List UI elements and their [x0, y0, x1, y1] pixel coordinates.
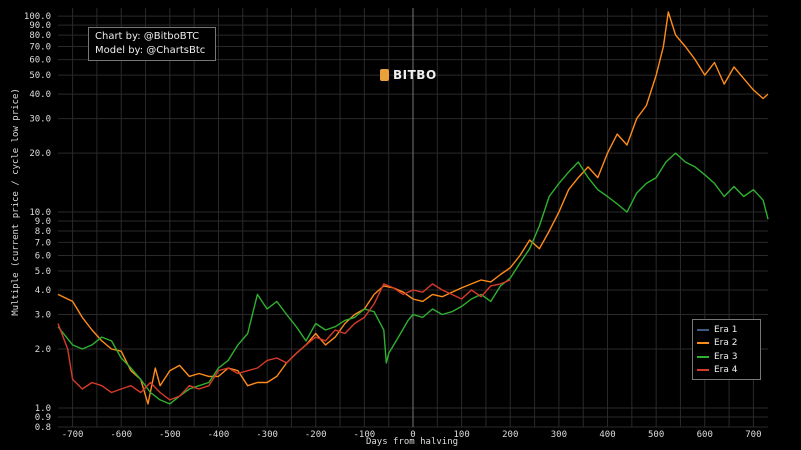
legend: Era 1 Era 2 Era 3 Era 4: [692, 319, 761, 380]
legend-label: Era 4: [714, 365, 738, 376]
series-line-era-4: [57, 279, 511, 401]
credit-line-chart: Chart by: @BitboBTC: [95, 31, 200, 42]
series-line-era-2: [57, 11, 769, 405]
legend-item[interactable]: Era 3: [697, 350, 756, 364]
series-line-era-3: [57, 152, 769, 405]
y-tick-label: 4.0: [35, 286, 51, 296]
legend-item[interactable]: Era 2: [697, 337, 756, 351]
legend-swatch: [697, 355, 709, 358]
y-tick-label: 6.0: [35, 252, 51, 262]
y-tick-label: 7.0: [35, 238, 51, 248]
y-tick-label: 30.0: [29, 115, 51, 125]
bitbo-logo-icon: [380, 69, 389, 81]
grid-lines: [58, 8, 768, 428]
y-tick-label: 80.0: [29, 31, 51, 41]
y-tick-label: 70.0: [29, 42, 51, 52]
y-tick-label: 3.0: [35, 311, 51, 321]
y-tick-label: 9.0: [35, 217, 51, 227]
x-tick-label: 200: [502, 430, 518, 440]
x-tick-label: -700: [62, 430, 84, 440]
x-tick-label: -300: [256, 430, 278, 440]
y-axis-label: Multiple (current price / cycle low pric…: [11, 88, 21, 316]
y-tick-label: 60.0: [29, 56, 51, 66]
y-tick-label: 90.0: [29, 21, 51, 31]
x-tick-label: -100: [354, 430, 376, 440]
x-tick-label: 0: [410, 430, 415, 440]
legend-label: Era 1: [714, 324, 738, 335]
y-tick-label: 0.9: [35, 413, 51, 423]
series-lines: [57, 11, 769, 405]
x-tick-label: 100: [453, 430, 469, 440]
bitbo-logo: BITBO: [380, 68, 437, 82]
axes: -700 -600 -500 -400 -300 -200 -100 0 100 200 300 40…: [24, 8, 762, 440]
y-tick-label: 5.0: [35, 267, 51, 277]
y-tick-label: 20.0: [29, 149, 51, 159]
x-tick-label: -500: [159, 430, 181, 440]
legend-item[interactable]: Era 4: [697, 364, 756, 378]
credit-box: Chart by: @BitboBTC Model by: @ChartsBtc: [88, 27, 216, 61]
x-tick-label: 600: [697, 430, 713, 440]
x-tick-label: -600: [110, 430, 132, 440]
legend-label: Era 3: [714, 351, 738, 362]
x-axis-label: Days from halving: [365, 437, 459, 447]
credit-line-model: Model by: @ChartsBtc: [95, 45, 206, 56]
x-tick-label: 700: [745, 430, 761, 440]
x-tick-label: 500: [648, 430, 664, 440]
legend-swatch: [697, 342, 709, 345]
x-tick-label: 300: [551, 430, 567, 440]
x-tick-label: 400: [599, 430, 615, 440]
legend-item[interactable]: Era 1: [697, 323, 756, 337]
y-tick-label: 0.8: [35, 423, 51, 433]
legend-label: Era 2: [714, 338, 738, 349]
y-tick-label: 100.0: [24, 12, 51, 22]
bitbo-logo-text: BITBO: [393, 68, 437, 82]
y-tick-label: 40.0: [29, 90, 51, 100]
legend-swatch: [697, 328, 709, 331]
x-tick-label: -400: [208, 430, 230, 440]
legend-swatch: [697, 369, 709, 372]
y-tick-label: 1.0: [35, 404, 51, 414]
y-tick-label: 8.0: [35, 227, 51, 237]
x-tick-label: -200: [305, 430, 327, 440]
y-tick-label: 10.0: [29, 208, 51, 218]
y-tick-label: 2.0: [35, 345, 51, 355]
y-tick-label: 50.0: [29, 71, 51, 81]
